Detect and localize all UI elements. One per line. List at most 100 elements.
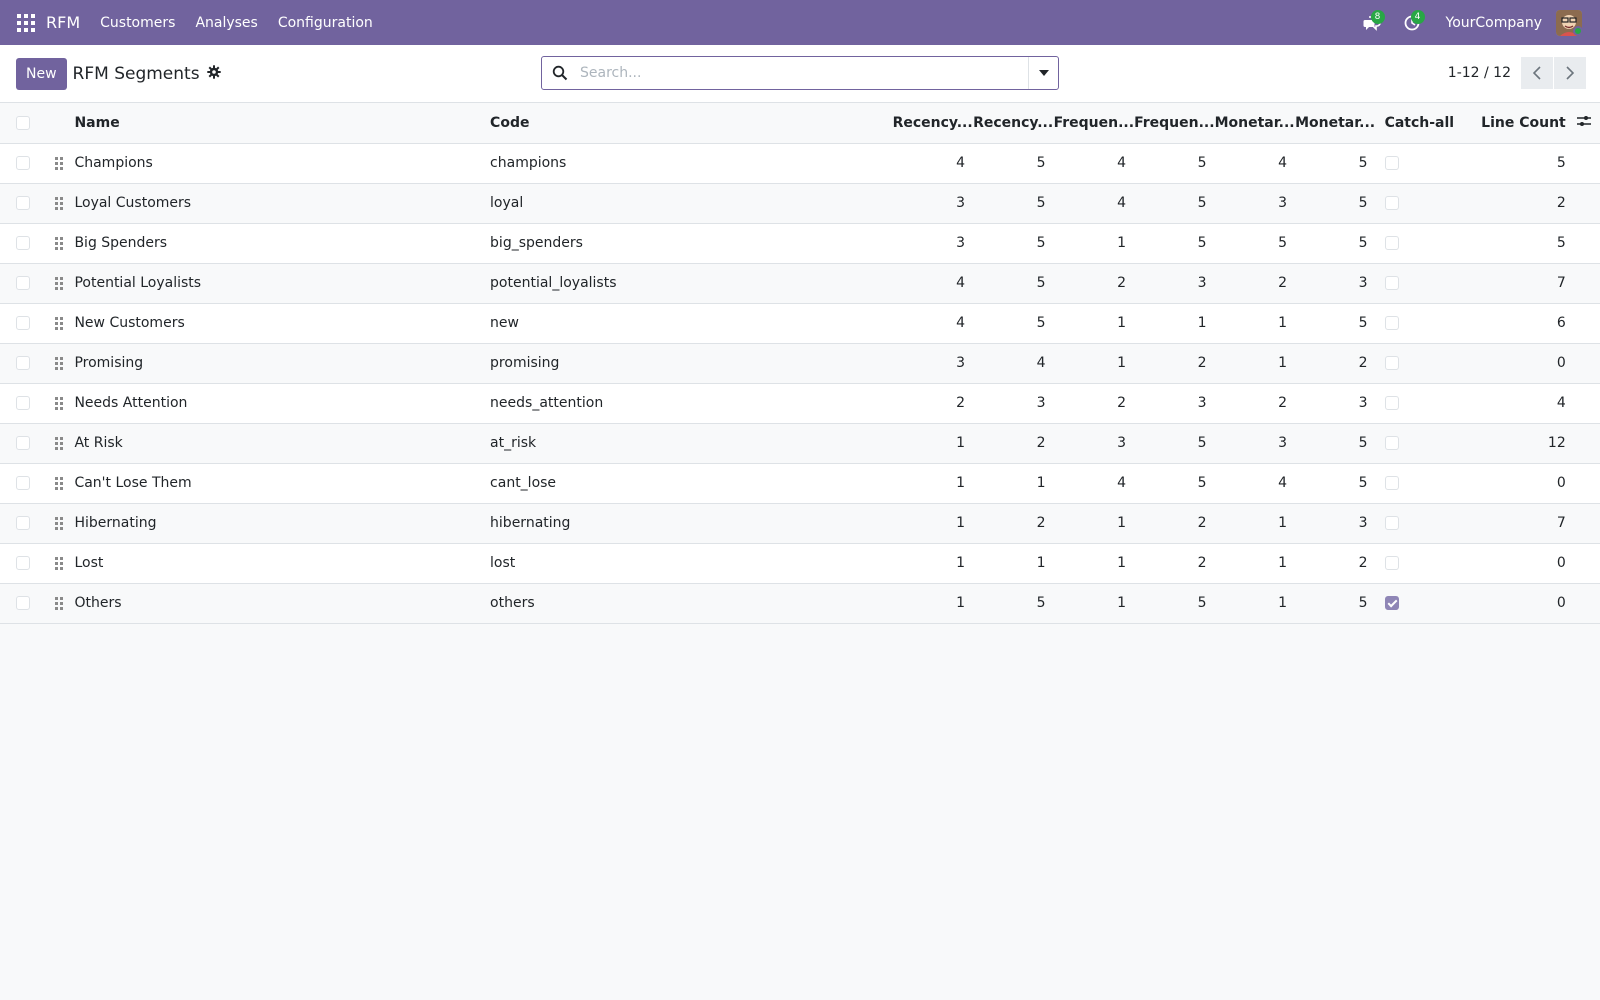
cell-line-count[interactable]: 2 <box>1556 195 1566 211</box>
cell-line-count[interactable]: 7 <box>1556 515 1566 531</box>
table-row[interactable]: Potential Loyalists potential_loyalists 4 5… <box>0 263 1600 303</box>
catch-all-checkbox[interactable] <box>1384 196 1399 210</box>
table-row[interactable]: Champions champions 4 5 4 5 4 5 5 <box>0 143 1600 183</box>
new-button[interactable]: New <box>16 57 67 90</box>
cell-name[interactable]: New Customers <box>74 315 185 331</box>
row-checkbox[interactable] <box>16 596 30 610</box>
cell-monetary-max[interactable]: 2 <box>1358 555 1368 571</box>
cell-frequency-max[interactable]: 5 <box>1197 435 1207 451</box>
cell-monetary-min[interactable]: 4 <box>1278 155 1288 171</box>
catch-all-checkbox[interactable] <box>1384 436 1399 450</box>
cell-name[interactable]: Can't Lose Them <box>74 475 192 491</box>
pager-value[interactable]: 1-12 / 12 <box>1447 65 1511 81</box>
header-monetary-max[interactable]: Monetar... <box>1295 103 1376 144</box>
cell-code[interactable]: potential_loyalists <box>490 275 617 291</box>
cell-monetary-min[interactable]: 2 <box>1278 275 1288 291</box>
catch-all-checkbox[interactable] <box>1384 316 1399 330</box>
cell-code[interactable]: hibernating <box>490 515 571 531</box>
cell-name[interactable]: Potential Loyalists <box>74 275 202 291</box>
cell-monetary-max[interactable]: 5 <box>1358 435 1368 451</box>
table-row[interactable]: New Customers new 4 5 1 1 1 5 6 <box>0 303 1600 343</box>
cell-line-count[interactable]: 5 <box>1556 155 1566 171</box>
drag-handle-icon[interactable] <box>55 276 64 290</box>
cell-monetary-min[interactable]: 5 <box>1278 235 1288 251</box>
app-brand[interactable]: RFM <box>46 13 81 32</box>
row-checkbox[interactable] <box>16 356 30 370</box>
catch-all-checkbox[interactable] <box>1384 396 1399 410</box>
cell-monetary-min[interactable]: 1 <box>1278 515 1288 531</box>
cell-name[interactable]: At Risk <box>74 435 123 451</box>
cell-line-count[interactable]: 0 <box>1556 355 1566 371</box>
cell-monetary-min[interactable]: 2 <box>1278 395 1288 411</box>
header-name[interactable]: Name <box>74 103 491 144</box>
cell-recency-max[interactable]: 3 <box>1036 395 1046 411</box>
cell-frequency-max[interactable]: 2 <box>1197 515 1207 531</box>
cell-monetary-max[interactable]: 5 <box>1358 475 1368 491</box>
menu-analyses[interactable]: Analyses <box>195 14 258 31</box>
cell-frequency-max[interactable]: 5 <box>1197 195 1207 211</box>
activities-button[interactable]: 4 <box>1392 0 1432 45</box>
pager-previous-button[interactable] <box>1521 57 1553 89</box>
cell-line-count[interactable]: 6 <box>1556 315 1566 331</box>
header-frequency-min[interactable]: Frequen... <box>1053 103 1135 144</box>
cell-code[interactable]: needs_attention <box>490 395 604 411</box>
cell-recency-max[interactable]: 1 <box>1036 555 1046 571</box>
cell-recency-max[interactable]: 1 <box>1036 475 1046 491</box>
cell-code[interactable]: cant_lose <box>490 475 557 491</box>
header-recency-max[interactable]: Recency... <box>973 103 1054 144</box>
table-row[interactable]: Hibernating hibernating 1 2 1 2 1 3 7 <box>0 503 1600 543</box>
cell-recency-min[interactable]: 1 <box>956 555 966 571</box>
cell-frequency-max[interactable]: 2 <box>1197 555 1207 571</box>
cell-code[interactable]: big_spenders <box>490 235 583 251</box>
search-options-toggle[interactable] <box>1028 57 1058 89</box>
cell-recency-min[interactable]: 4 <box>956 315 966 331</box>
cell-frequency-min[interactable]: 2 <box>1117 275 1127 291</box>
cell-frequency-min[interactable]: 1 <box>1117 355 1127 371</box>
cell-name[interactable]: Promising <box>74 355 144 371</box>
drag-handle-icon[interactable] <box>55 356 64 370</box>
cell-frequency-max[interactable]: 3 <box>1197 395 1207 411</box>
header-catch-all[interactable]: Catch-all <box>1375 103 1477 144</box>
drag-handle-icon[interactable] <box>55 436 64 450</box>
catch-all-checkbox[interactable] <box>1384 476 1399 490</box>
cell-monetary-min[interactable]: 3 <box>1278 195 1288 211</box>
cell-recency-max[interactable]: 2 <box>1036 515 1046 531</box>
cell-monetary-min[interactable]: 1 <box>1278 315 1288 331</box>
cell-code[interactable]: others <box>490 595 535 611</box>
cell-recency-min[interactable]: 4 <box>956 155 966 171</box>
cell-name[interactable]: Loyal Customers <box>74 195 192 211</box>
cell-frequency-max[interactable]: 1 <box>1197 315 1207 331</box>
cell-frequency-max[interactable]: 5 <box>1197 155 1207 171</box>
cell-name[interactable]: Big Spenders <box>74 235 168 251</box>
cell-monetary-max[interactable]: 5 <box>1358 595 1368 611</box>
cell-frequency-max[interactable]: 3 <box>1197 275 1207 291</box>
cell-recency-max[interactable]: 5 <box>1036 155 1046 171</box>
cell-code[interactable]: lost <box>490 555 516 571</box>
catch-all-checkbox[interactable] <box>1384 356 1399 370</box>
catch-all-checkbox[interactable] <box>1384 236 1399 250</box>
messages-button[interactable]: 8 <box>1352 0 1392 45</box>
row-checkbox[interactable] <box>16 156 30 170</box>
cell-name[interactable]: Needs Attention <box>74 395 188 411</box>
cell-frequency-min[interactable]: 4 <box>1117 195 1127 211</box>
table-row[interactable]: Promising promising 3 4 1 2 1 2 0 <box>0 343 1600 383</box>
cell-code[interactable]: loyal <box>490 195 524 211</box>
cell-recency-max[interactable]: 5 <box>1036 595 1046 611</box>
cell-name[interactable]: Others <box>74 595 122 611</box>
cell-line-count[interactable]: 7 <box>1556 275 1566 291</box>
catch-all-checkbox[interactable] <box>1384 516 1399 530</box>
cell-monetary-max[interactable]: 3 <box>1358 395 1368 411</box>
cell-frequency-min[interactable]: 1 <box>1117 515 1127 531</box>
cell-code[interactable]: champions <box>490 155 567 171</box>
search-input[interactable] <box>580 65 1028 81</box>
row-checkbox[interactable] <box>16 196 30 210</box>
cell-monetary-max[interactable]: 3 <box>1358 275 1368 291</box>
cell-line-count[interactable]: 0 <box>1556 595 1566 611</box>
cell-monetary-max[interactable]: 2 <box>1358 355 1368 371</box>
cell-frequency-max[interactable]: 2 <box>1197 355 1207 371</box>
header-code[interactable]: Code <box>490 103 893 144</box>
cell-line-count[interactable]: 4 <box>1556 395 1566 411</box>
cell-line-count[interactable]: 0 <box>1556 475 1566 491</box>
cell-monetary-min[interactable]: 4 <box>1278 475 1288 491</box>
cell-recency-max[interactable]: 5 <box>1036 315 1046 331</box>
